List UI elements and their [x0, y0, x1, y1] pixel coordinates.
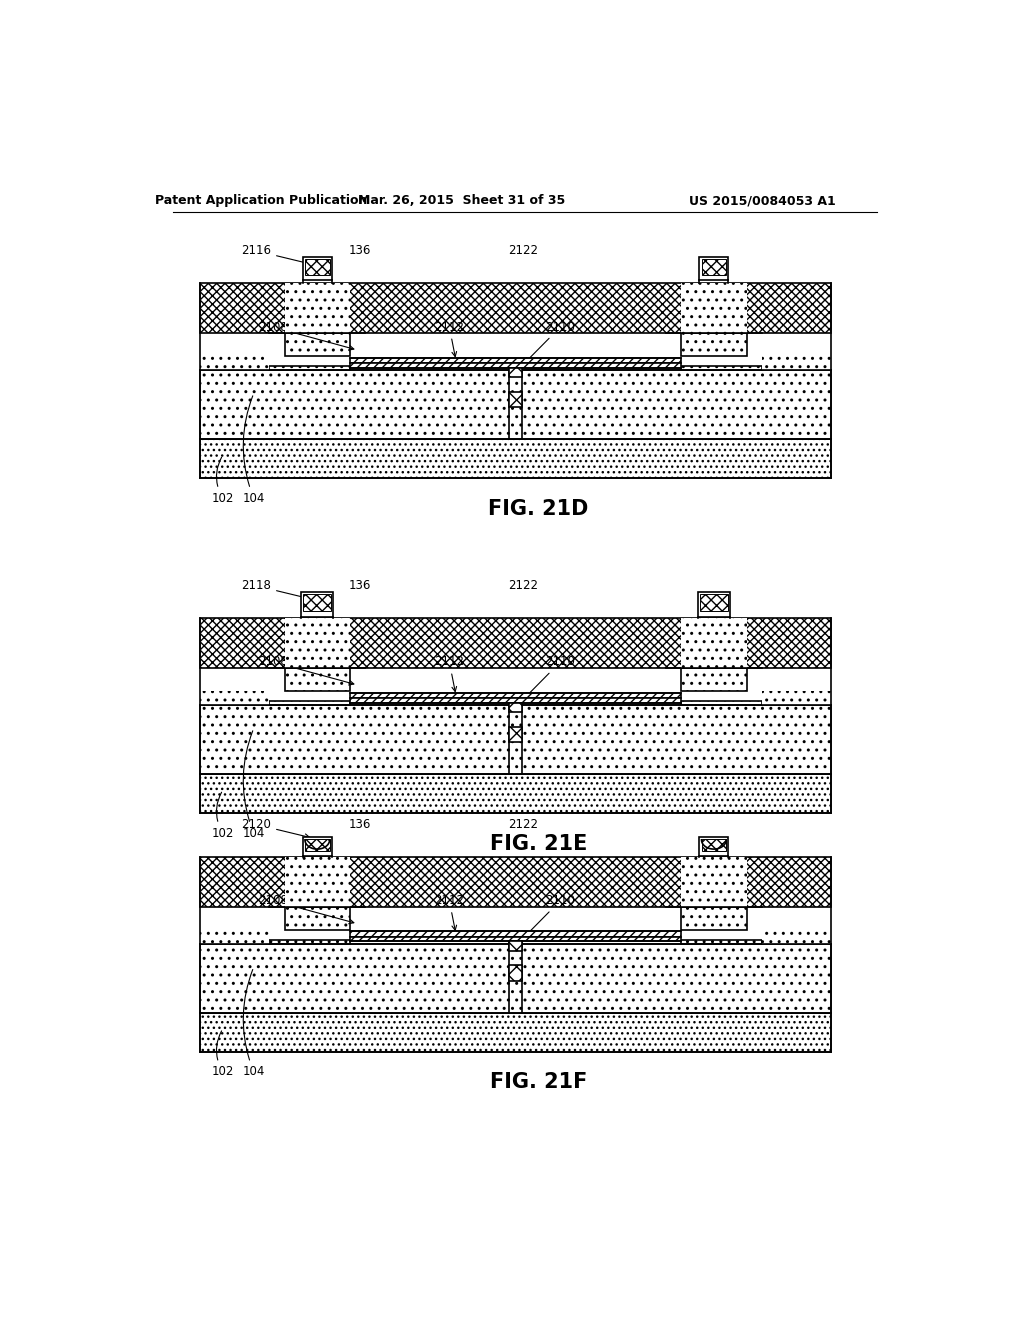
- Bar: [285, 618, 350, 668]
- Bar: [697, 591, 730, 616]
- Bar: [269, 701, 350, 705]
- Bar: [200, 356, 269, 370]
- Bar: [200, 370, 831, 440]
- Bar: [509, 368, 522, 378]
- Bar: [200, 440, 831, 478]
- Text: 2110: 2110: [525, 894, 575, 936]
- Text: 2112: 2112: [434, 894, 464, 931]
- Bar: [700, 594, 728, 611]
- Bar: [509, 702, 522, 711]
- Text: 2122: 2122: [508, 244, 539, 257]
- Bar: [200, 705, 831, 775]
- Bar: [303, 837, 332, 855]
- Text: 2108: 2108: [258, 656, 354, 685]
- Bar: [200, 692, 269, 705]
- Text: 2116: 2116: [241, 244, 309, 265]
- Text: 2120: 2120: [242, 818, 309, 838]
- Bar: [200, 929, 269, 944]
- Bar: [285, 907, 350, 929]
- Bar: [509, 941, 522, 950]
- Bar: [681, 284, 746, 333]
- Text: 2112: 2112: [434, 656, 464, 692]
- Bar: [200, 618, 831, 668]
- Text: 102: 102: [212, 457, 234, 504]
- Text: 2108: 2108: [258, 894, 354, 924]
- Bar: [200, 775, 831, 813]
- Bar: [681, 701, 762, 705]
- Text: FIG. 21E: FIG. 21E: [489, 834, 588, 854]
- Text: 102: 102: [212, 1031, 234, 1078]
- Bar: [305, 259, 330, 275]
- Text: 102: 102: [212, 792, 234, 840]
- Bar: [509, 726, 522, 742]
- Text: 104: 104: [243, 731, 265, 840]
- Bar: [350, 363, 681, 368]
- Bar: [762, 356, 831, 370]
- Text: FIG. 21D: FIG. 21D: [488, 499, 589, 519]
- Bar: [701, 259, 726, 275]
- Bar: [200, 857, 831, 907]
- Text: 104: 104: [243, 396, 265, 504]
- Bar: [200, 284, 831, 333]
- Text: 104: 104: [243, 969, 265, 1078]
- Bar: [681, 618, 746, 668]
- Bar: [681, 907, 746, 929]
- Text: Mar. 26, 2015  Sheet 31 of 35: Mar. 26, 2015 Sheet 31 of 35: [358, 194, 565, 207]
- Bar: [303, 257, 332, 280]
- Text: FIG. 21F: FIG. 21F: [489, 1072, 588, 1093]
- Bar: [350, 932, 681, 937]
- Bar: [285, 857, 350, 907]
- Bar: [699, 837, 728, 855]
- Text: 2118: 2118: [242, 579, 309, 599]
- Text: 2110: 2110: [525, 656, 575, 697]
- Bar: [681, 333, 746, 356]
- Text: 136: 136: [348, 579, 371, 593]
- Text: 136: 136: [348, 244, 371, 257]
- Bar: [509, 965, 522, 981]
- Bar: [509, 392, 522, 407]
- Bar: [681, 668, 746, 692]
- Text: 2122: 2122: [508, 579, 539, 593]
- Bar: [301, 591, 334, 616]
- Bar: [305, 840, 330, 850]
- Text: 2112: 2112: [434, 321, 464, 356]
- Bar: [200, 1014, 831, 1052]
- Bar: [200, 944, 831, 1014]
- Text: US 2015/0084053 A1: US 2015/0084053 A1: [688, 194, 836, 207]
- Bar: [269, 367, 350, 370]
- Bar: [701, 840, 726, 850]
- Text: 136: 136: [348, 818, 371, 832]
- Bar: [285, 284, 350, 333]
- Bar: [762, 692, 831, 705]
- Bar: [681, 367, 762, 370]
- Bar: [699, 257, 728, 280]
- Bar: [303, 594, 331, 611]
- Text: Patent Application Publication: Patent Application Publication: [156, 194, 368, 207]
- Text: 2110: 2110: [525, 321, 575, 363]
- Bar: [681, 940, 762, 944]
- Bar: [681, 857, 746, 907]
- Bar: [350, 937, 681, 941]
- Bar: [285, 333, 350, 356]
- Text: 2108: 2108: [258, 321, 354, 350]
- Bar: [762, 929, 831, 944]
- Bar: [350, 698, 681, 702]
- Text: 2122: 2122: [508, 818, 539, 832]
- Bar: [350, 358, 681, 363]
- Bar: [350, 693, 681, 698]
- Bar: [285, 668, 350, 692]
- Bar: [269, 940, 350, 944]
